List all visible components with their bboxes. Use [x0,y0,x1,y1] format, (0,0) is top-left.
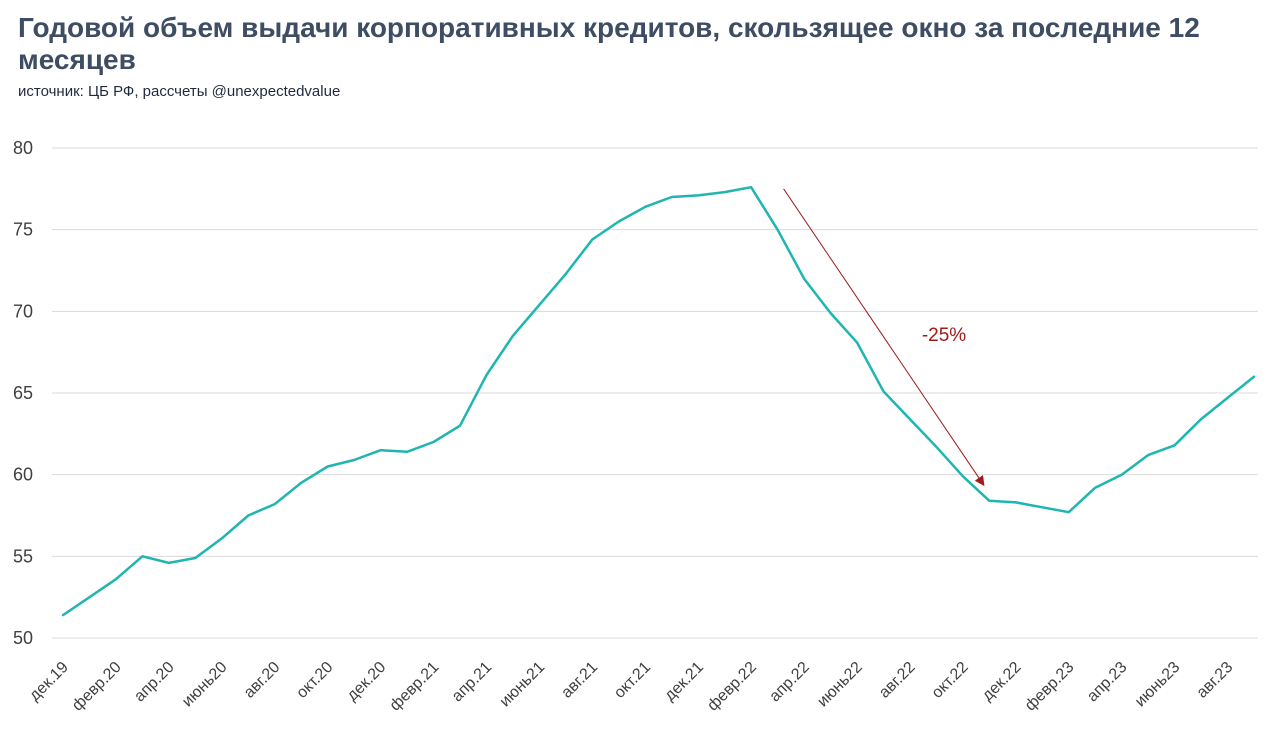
y-tick-label: 80 [13,138,33,158]
x-tick-label: окт.21 [611,659,654,702]
y-tick-label: 70 [13,301,33,321]
grid-lines [52,147,1258,639]
annotation-layer: -25% [783,188,985,487]
x-tick-label: июнь21 [497,659,549,711]
series-line [61,185,1256,617]
annotation-arrow [783,188,985,487]
x-tick-label: апр.21 [449,659,496,706]
y-tick-label: 75 [13,220,33,240]
chart-subtitle: источник: ЦБ РФ, рассчеты @unexpectedval… [18,83,341,100]
x-tick-label: июнь22 [814,659,866,711]
x-tick-label: апр.22 [766,659,813,706]
y-tick-label: 60 [13,465,33,485]
x-tick-label: апр.23 [1084,659,1131,706]
y-axis: 50 55 60 65 70 75 80 [13,138,33,648]
x-tick-label: авг.21 [558,659,601,702]
x-tick-label: февр.23 [1022,659,1078,715]
annotation-label: -25% [922,325,966,346]
x-tick-label: окт.20 [293,659,336,702]
x-tick-label: февр.20 [69,659,125,715]
x-tick-label: июнь23 [1132,659,1184,711]
y-tick-label: 55 [13,546,33,566]
series-layer [61,185,1256,617]
y-tick-label: 65 [13,383,33,403]
x-tick-label: дек.20 [344,659,390,705]
chart-title: Годовой объем выдачи корпоративных креди… [18,12,1200,75]
x-tick-label: дек.22 [979,659,1025,705]
x-tick-label: февр.21 [387,659,443,715]
x-tick-label: июнь20 [179,659,231,711]
x-tick-label: февр.22 [704,659,760,715]
y-tick-label: 50 [13,628,33,648]
x-tick-label: авг.20 [241,659,284,702]
x-tick-label: дек.21 [661,659,707,705]
x-tick-label: дек.19 [26,659,72,705]
x-tick-label: авг.22 [876,659,919,702]
x-tick-label: апр.20 [131,659,178,706]
x-tick-label: авг.23 [1194,659,1237,702]
x-tick-label: окт.22 [929,659,972,702]
